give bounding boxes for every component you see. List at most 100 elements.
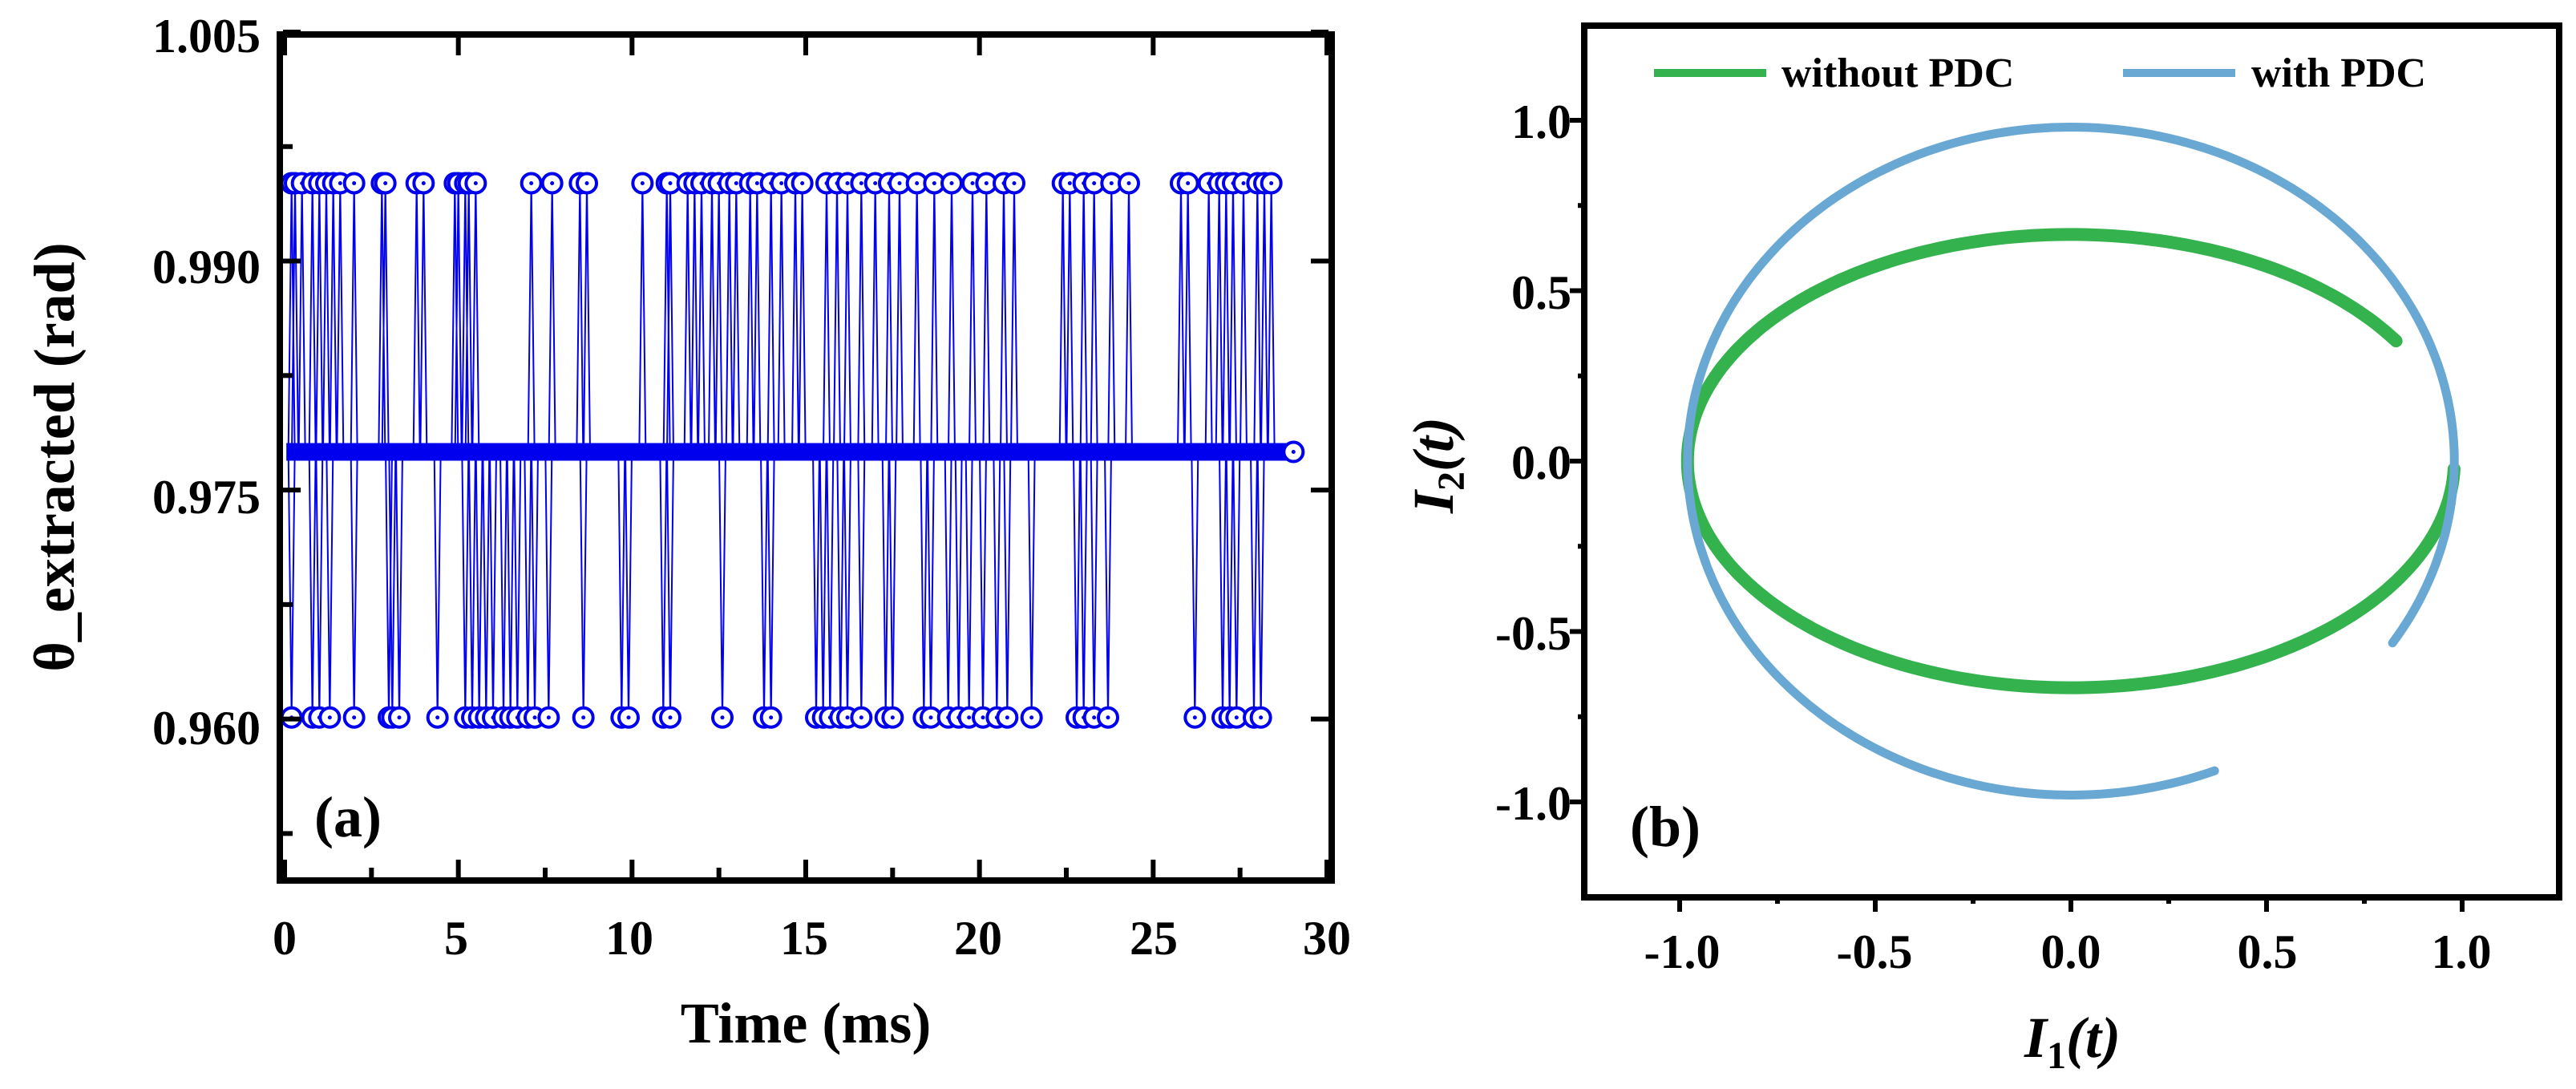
spike-line-high <box>701 183 706 452</box>
spike-line-low <box>847 451 851 718</box>
panel-a-data <box>280 172 1305 729</box>
marker-low-dot <box>720 715 725 720</box>
spike-line-low <box>353 451 358 718</box>
spike-line-high <box>791 183 796 452</box>
spike-line-low <box>829 451 835 718</box>
spike-line-high <box>718 183 723 452</box>
spike-line-low <box>436 451 442 718</box>
spike-line-low <box>1093 451 1098 718</box>
b-yaxis-title-sub: 2 <box>1430 472 1473 491</box>
marker-high-dot <box>873 180 878 185</box>
spike-line-high <box>1082 183 1088 452</box>
panel-b-data <box>1680 122 2461 800</box>
spike-line-high <box>1270 183 1276 452</box>
spike-line-high <box>749 183 754 452</box>
marker-high-dot <box>584 180 589 185</box>
spike-line-low <box>1107 451 1112 718</box>
marker-low-dot <box>352 715 357 720</box>
spike-line-high <box>467 183 473 452</box>
spike-line-high <box>690 183 696 452</box>
legend: without PDC with PDC <box>1654 51 2426 96</box>
spike-line-low <box>433 451 439 718</box>
spike-line-high <box>1183 183 1189 452</box>
spike-line-low <box>315 451 321 718</box>
spike-line-high <box>1000 183 1005 452</box>
b-xaxis-title: I1(t) <box>2024 1006 2121 1077</box>
spike-line-low <box>509 451 515 718</box>
spike-line-low <box>290 451 296 718</box>
spike-line-low <box>516 451 522 718</box>
marker-high-dot <box>550 180 555 185</box>
marker-high-dot <box>800 180 805 185</box>
marker-high-dot <box>383 180 388 185</box>
spike-line-low <box>287 451 293 718</box>
marker-low-dot <box>327 715 332 720</box>
spike-line-high <box>311 183 317 452</box>
spike-line-high <box>1239 183 1244 452</box>
spike-line-high <box>1187 183 1192 452</box>
legend-label-without-pdc: without PDC <box>1781 51 2014 96</box>
spike-line-low <box>478 451 483 718</box>
spike-line-low <box>923 451 928 718</box>
marker-high-dot <box>1269 180 1274 185</box>
panel-a-ticks <box>282 30 1329 877</box>
spike-line-high <box>930 183 936 452</box>
a-xtick-label: 5 <box>444 912 468 965</box>
marker-low-dot <box>981 715 985 720</box>
spike-line-low <box>524 451 529 718</box>
spike-line-low <box>996 451 1001 718</box>
spike-line-low <box>892 451 897 718</box>
spike-line-low <box>920 451 925 718</box>
spike-line-high <box>662 183 668 452</box>
spike-line-low <box>860 451 866 718</box>
spike-line-high <box>1225 183 1231 452</box>
spike-line-high <box>725 183 730 452</box>
spike-line-high <box>1267 183 1272 452</box>
marker-low-dot <box>1106 715 1110 720</box>
spike-line-high <box>301 183 306 452</box>
spike-line-high <box>1107 183 1113 452</box>
marker-high-dot <box>754 180 759 185</box>
b-xtick-label: -1.0 <box>1644 925 1721 978</box>
spike-line-low <box>311 451 317 718</box>
a-xtick-label: 15 <box>780 912 828 965</box>
b-xaxis-title-arg: (t) <box>2066 1006 2121 1070</box>
b-xaxis-title-sub: 1 <box>2047 1034 2066 1077</box>
spike-line-high <box>1243 183 1248 452</box>
panel-b: without PDC with PDC 1.0 0.5 0.0 -0.5 -1… <box>1401 22 2562 1077</box>
spike-line-low <box>468 451 473 718</box>
marker-high-dot <box>859 180 863 185</box>
spike-line-high <box>322 183 327 452</box>
spike-line-high <box>871 183 876 452</box>
spike-line-high <box>780 183 786 452</box>
spike-line-low <box>927 451 932 718</box>
marker-high-dot <box>970 180 975 185</box>
spike-line-low <box>385 451 390 718</box>
marker-low-dot <box>890 715 895 720</box>
spike-line-high <box>471 183 477 452</box>
spike-line-high <box>795 183 799 452</box>
spike-line-low <box>625 451 629 718</box>
spike-line-high <box>329 183 334 452</box>
spike-line-low <box>662 451 668 718</box>
marker-high-dot <box>932 180 936 185</box>
spike-line-low <box>944 451 949 718</box>
spike-line-high <box>378 183 383 452</box>
spike-line-low <box>617 451 623 718</box>
marker-high-dot <box>984 180 989 185</box>
spike-line-low <box>763 451 768 718</box>
spike-line-low <box>819 451 824 718</box>
spike-line-high <box>291 183 296 452</box>
spike-line-high <box>419 183 425 452</box>
spike-line-high <box>315 183 321 452</box>
spike-line-low <box>461 451 467 718</box>
spike-line-high <box>833 183 838 452</box>
spike-line-low <box>489 451 494 718</box>
spike-line-high <box>777 183 783 452</box>
b-xtick-label: 0.0 <box>2041 925 2101 978</box>
marker-high-dot <box>897 180 902 185</box>
spike-line-high <box>1066 183 1071 452</box>
spike-line-low <box>1228 451 1234 718</box>
a-ytick-label: 0.975 <box>152 471 261 524</box>
spike-line-high <box>1090 183 1095 452</box>
